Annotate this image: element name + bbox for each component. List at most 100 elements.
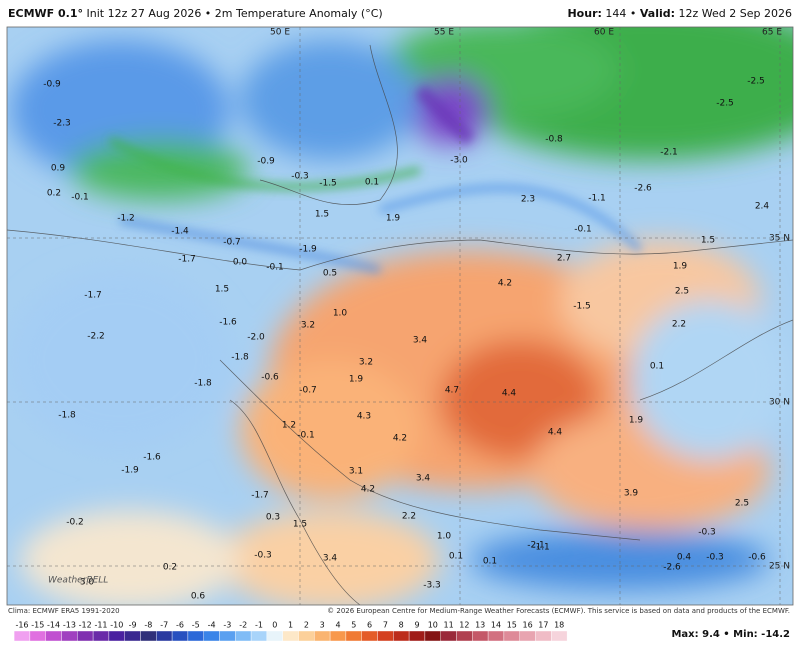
colorbar-tick-label: -14: [47, 621, 60, 630]
colorbar-swatch: [424, 630, 441, 642]
value-label: -0.7: [223, 238, 241, 248]
grid-label: 65 E: [762, 28, 782, 38]
colorbar-swatch: [472, 630, 489, 642]
value-label: -1.1: [588, 194, 606, 204]
value-label: -1.7: [84, 291, 102, 301]
colorbar-tick-label: 2: [304, 621, 309, 630]
header-right: Hour: 144 • Valid: 12z Wed 2 Sep 2026: [567, 7, 792, 20]
value-label: 4.7: [445, 386, 459, 396]
value-label: -2.0: [247, 333, 265, 343]
value-label: 1.9: [349, 375, 364, 385]
colorbar-tick-label: -16: [15, 621, 28, 630]
value-label: -1.1: [532, 543, 550, 553]
colorbar-tick-label: -15: [31, 621, 44, 630]
colorbar-tick-label: 8: [399, 621, 404, 630]
colorbar-tick-label: -13: [63, 621, 76, 630]
value-label: 2.5: [735, 499, 749, 509]
value-label: -2.6: [634, 184, 652, 194]
colorbar-tick-label: 5: [351, 621, 356, 630]
colorbar-swatch: [29, 630, 46, 642]
colorbar-tick-label: 15: [507, 621, 517, 630]
colorbar-tick-label: 4: [335, 621, 340, 630]
value-label: -2.6: [663, 563, 681, 573]
value-label: 2.4: [755, 202, 770, 212]
value-label: 1.9: [673, 262, 688, 272]
value-label: 1.5: [293, 520, 307, 530]
value-labels: -0.9 -2.3 0.9 0.2 -0.1 -1.2 -1.4 -1.7 -0.7 0.0 -0.…: [43, 77, 769, 602]
value-label: -0.1: [71, 193, 89, 203]
value-label: -2.5: [747, 77, 765, 87]
value-label: -0.3: [254, 551, 272, 561]
colorbar-tick-label: -12: [79, 621, 92, 630]
value-label: 0.2: [163, 563, 177, 573]
value-label: 0.1: [483, 557, 497, 567]
value-label: 0.2: [47, 189, 61, 199]
value-label: -0.9: [43, 80, 61, 90]
value-label: -1.6: [219, 318, 237, 328]
value-label: 3.4: [413, 336, 428, 346]
colorbar-swatch: [503, 630, 520, 642]
colorbar-swatch: [282, 630, 299, 642]
colorbar-swatch: [361, 630, 378, 642]
colorbar-tick-label: -3: [223, 621, 231, 630]
value-label: 0.0: [233, 258, 248, 268]
colorbar-tick-label: -9: [129, 621, 137, 630]
value-label: -0.7: [299, 386, 317, 396]
colorbar-swatch: [440, 630, 457, 642]
colorbar-tick-label: -7: [160, 621, 168, 630]
colorbar-swatch: [393, 630, 410, 642]
value-label: 3.4: [416, 474, 431, 484]
watermark: WeatherBELL: [48, 576, 108, 586]
value-label: 0.4: [677, 553, 692, 563]
colorbar-tick-label: 18: [554, 621, 564, 630]
colorbar-swatch: [266, 630, 283, 642]
value-label: 4.2: [393, 434, 407, 444]
colorbar-swatch: [92, 630, 110, 642]
colorbar-tick-label: -11: [94, 621, 107, 630]
colorbar-tick-label: 17: [538, 621, 548, 630]
value-label: 3.2: [359, 358, 373, 368]
value-label: 1.5: [315, 210, 329, 220]
value-label: 4.3: [357, 412, 371, 422]
colorbar-tick-label: -8: [144, 621, 152, 630]
valid-label: Valid:: [640, 7, 675, 20]
colorbar-tick-label: -6: [176, 621, 184, 630]
value-label: -3.0: [450, 156, 468, 166]
grid-label: 35 N: [769, 234, 790, 244]
value-label: 1.5: [701, 236, 715, 246]
value-label: -0.6: [748, 553, 766, 563]
value-label: 1.0: [437, 532, 452, 542]
colorbar-swatch: [61, 630, 78, 642]
colorbar-tick-label: -2: [239, 621, 247, 630]
hour-label: Hour:: [567, 7, 601, 20]
value-label: 4.2: [498, 279, 512, 289]
colorbar-swatch: [140, 630, 157, 642]
colorbar-swatch: [171, 630, 189, 642]
value-label: -1.6: [143, 453, 161, 463]
colorbar-swatch: [519, 630, 536, 642]
value-label: 2.2: [402, 512, 416, 522]
colorbar-swatch: [156, 630, 173, 642]
value-label: -1.9: [299, 245, 317, 255]
colorbar-tick-label: 6: [367, 621, 372, 630]
model: ECMWF 0.1°: [8, 7, 83, 20]
colorbar-tick-label: 7: [383, 621, 388, 630]
colorbar-swatch: [45, 630, 62, 642]
value-label: -1.8: [58, 411, 76, 421]
colorbar-swatch: [235, 630, 252, 642]
colorbar-tick-label: -1: [255, 621, 263, 630]
value-label: 4.4: [502, 389, 517, 399]
value-label: 1.0: [333, 309, 348, 319]
value-label: -0.3: [698, 528, 716, 538]
value-label: -0.1: [297, 431, 315, 441]
value-label: 2.7: [557, 254, 571, 264]
value-label: -1.2: [117, 214, 135, 224]
value-label: -2.5: [716, 99, 734, 109]
colorbar-swatch: [456, 630, 473, 642]
value-label: 0.6: [191, 592, 206, 602]
colorbar-swatch: [329, 630, 347, 642]
value-label: -2.3: [53, 119, 71, 129]
colorbar-tick-label: -5: [192, 621, 200, 630]
colorbar-tick-label: -10: [110, 621, 123, 630]
